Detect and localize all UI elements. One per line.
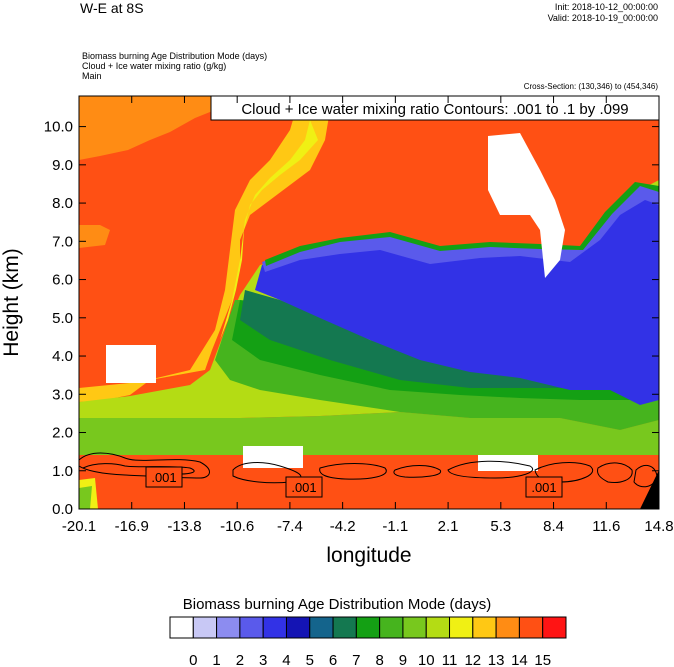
field-orange-region	[79, 96, 220, 160]
y-tick-label: 8.0	[52, 195, 73, 212]
cross-section-label: Cross-Section: (130,346) to (454,346)	[523, 82, 658, 91]
x-tick-label: -16.9	[115, 518, 149, 535]
field-white-box	[478, 455, 538, 471]
x-tick-label: 8.4	[543, 518, 564, 535]
colorbar: 0 1 2 3 4 5 6 7 8 9 10 11 12 13 14 15	[169, 616, 567, 667]
colorbar-label: 7	[352, 652, 360, 667]
field-white-patch	[488, 133, 565, 278]
colorbar-swatch	[355, 616, 381, 639]
chart-title: W-E at 8S	[80, 0, 144, 16]
contour-info-box	[210, 95, 660, 121]
x-tick-label: 11.6	[592, 518, 620, 535]
contour-line	[319, 463, 387, 480]
colorbar-swatch	[332, 616, 357, 639]
contour-line	[447, 460, 533, 479]
colorbar-swatch	[169, 616, 194, 639]
field-green-fringe	[265, 182, 659, 266]
y-axis-label: Height (km)	[0, 248, 23, 357]
y-tick-label: 6.0	[52, 272, 73, 289]
x-tick-label: -10.6	[220, 518, 254, 535]
x-tick-label: 5.3	[490, 518, 511, 535]
y-tick-label: 1.0	[52, 463, 73, 480]
colorbar-label: 15	[534, 652, 551, 667]
field-green-mid	[79, 412, 659, 455]
x-tick-label: 2.1	[438, 518, 459, 535]
y-tick-label: 10.0	[44, 119, 73, 136]
colorbar-label: 4	[282, 652, 290, 667]
colorbar-swatch	[309, 616, 334, 639]
colorbar-title: Biomass burning Age Distribution Mode (d…	[182, 596, 492, 613]
field-label-biomass: Biomass burning Age Distribution Mode (d…	[82, 51, 268, 61]
field-black-terrain	[640, 470, 659, 509]
colorbar-swatch	[239, 616, 264, 639]
colorbar-swatch	[402, 616, 427, 639]
colorbar-swatch	[425, 616, 451, 639]
colorbar-label: 10	[418, 652, 435, 667]
colorbar-swatch	[542, 616, 567, 639]
colorbar-label: 13	[488, 652, 505, 667]
x-tick-label: -7.4	[277, 518, 303, 535]
axes: 0.0 1.0 2.0 3.0 4.0 5.0 6.0 7.0 8.0 9.0 10.0 -20.1 -…	[0, 96, 674, 567]
contour-info-label: Cloud + Ice water mixing ratio Contours:…	[241, 101, 628, 118]
colorbar-swatch	[285, 616, 311, 639]
contour-value-label: .001	[151, 470, 176, 485]
y-tick-label: 9.0	[52, 157, 73, 174]
x-tick-label: -4.2	[330, 518, 356, 535]
colorbar-label: 0	[189, 652, 197, 667]
colorbar-swatch	[495, 616, 520, 639]
colorbar-label: 8	[375, 652, 383, 667]
field-white-box	[106, 345, 156, 383]
colorbar-swatch	[472, 616, 497, 639]
colorbar-label: 12	[464, 652, 481, 667]
colorbar-label: 11	[442, 652, 458, 667]
x-tick-label: -20.1	[62, 518, 96, 535]
field-yellow-tongue	[79, 96, 330, 402]
colorbar-swatch	[518, 616, 544, 639]
x-axis-label: longitude	[326, 544, 411, 567]
x-tick-label: 14.8	[644, 518, 673, 535]
y-tick-label: 0.0	[52, 501, 73, 518]
valid-time: Valid: 2018-10-19_00:00:00	[547, 13, 658, 23]
init-time: Init: 2018-10-12_00:00:00	[554, 2, 658, 12]
contour-line	[633, 464, 658, 488]
colorbar-swatch	[379, 616, 404, 639]
colorbar-swatch	[449, 616, 474, 639]
field-teal	[240, 200, 659, 388]
contour-line	[79, 452, 210, 479]
age-distribution-field	[79, 96, 659, 509]
x-tick-label: -1.1	[382, 518, 408, 535]
field-orange-region-2	[79, 225, 110, 248]
y-tick-label: 7.0	[52, 233, 73, 250]
colorbar-label: 3	[259, 652, 267, 667]
colorbar-label: 2	[236, 652, 244, 667]
y-tick-label: 2.0	[52, 425, 73, 442]
contour-value-label: .001	[531, 480, 556, 495]
contour-line	[393, 465, 442, 478]
contour-value-label: .001	[291, 480, 316, 495]
contour-labels: .001 .001 .001	[145, 466, 563, 498]
field-label-main: Main	[82, 71, 102, 81]
x-tick-label: -13.8	[167, 518, 201, 535]
contour-line	[232, 462, 302, 484]
field-blue-region	[255, 188, 659, 405]
colorbar-swatch	[192, 616, 218, 639]
colorbar-label: 6	[329, 652, 337, 667]
y-tick-label: 4.0	[52, 348, 73, 365]
colorbar-label: 5	[306, 652, 314, 667]
contour-line	[597, 462, 633, 483]
field-yellow-core	[220, 120, 318, 340]
colorbar-label: 9	[399, 652, 407, 667]
y-tick-label: 3.0	[52, 386, 73, 403]
y-tick-label: 5.0	[52, 310, 73, 327]
field-label-cloud: Cloud + Ice water mixing ratio (g/kg)	[82, 61, 227, 71]
colorbar-swatch	[216, 616, 241, 639]
colorbar-swatch	[262, 616, 287, 639]
colorbar-label: 14	[511, 652, 528, 667]
field-green-surface	[79, 486, 92, 509]
colorbar-label: 1	[212, 652, 220, 667]
